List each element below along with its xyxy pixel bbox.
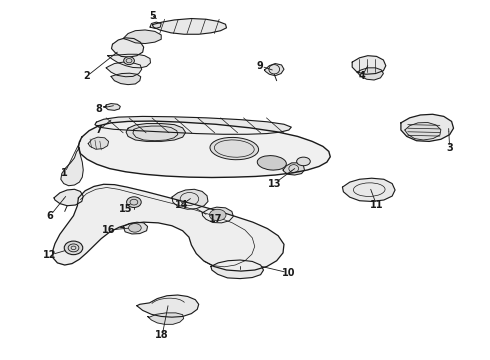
Polygon shape [352, 56, 386, 74]
Polygon shape [152, 18, 226, 34]
Polygon shape [54, 189, 83, 206]
Polygon shape [111, 73, 141, 85]
Polygon shape [265, 64, 284, 76]
Polygon shape [401, 114, 454, 141]
Text: 7: 7 [96, 125, 102, 135]
Text: 9: 9 [256, 61, 263, 71]
Polygon shape [105, 104, 120, 111]
Text: 18: 18 [155, 330, 169, 341]
Text: 13: 13 [268, 179, 281, 189]
Ellipse shape [296, 157, 310, 166]
Text: 12: 12 [43, 250, 57, 260]
Text: 11: 11 [370, 200, 383, 210]
Text: 8: 8 [96, 104, 102, 113]
Polygon shape [61, 148, 83, 186]
Text: 6: 6 [47, 211, 53, 221]
Polygon shape [150, 22, 161, 28]
Text: 16: 16 [102, 225, 115, 235]
Text: 10: 10 [282, 268, 295, 278]
Polygon shape [343, 178, 395, 202]
Text: 2: 2 [83, 71, 90, 81]
Text: 1: 1 [61, 168, 68, 178]
Polygon shape [123, 222, 147, 234]
Ellipse shape [210, 138, 259, 160]
Polygon shape [137, 295, 199, 317]
Ellipse shape [126, 197, 141, 207]
Ellipse shape [64, 241, 83, 255]
Polygon shape [88, 137, 109, 149]
Polygon shape [106, 62, 142, 77]
Polygon shape [357, 68, 383, 80]
Polygon shape [126, 123, 186, 141]
Text: 17: 17 [209, 214, 222, 224]
Ellipse shape [128, 224, 141, 232]
Polygon shape [78, 121, 330, 177]
Polygon shape [405, 122, 441, 140]
Polygon shape [172, 189, 208, 209]
Polygon shape [147, 313, 184, 324]
Ellipse shape [257, 156, 286, 170]
Polygon shape [211, 260, 264, 279]
Text: 14: 14 [175, 200, 189, 210]
Ellipse shape [123, 57, 134, 64]
Polygon shape [95, 116, 291, 134]
Polygon shape [283, 163, 304, 175]
Ellipse shape [209, 209, 226, 221]
Text: 4: 4 [359, 71, 366, 81]
Text: 15: 15 [119, 203, 132, 213]
Text: 3: 3 [446, 143, 453, 153]
Polygon shape [108, 54, 150, 68]
Polygon shape [123, 30, 161, 44]
Polygon shape [202, 207, 233, 223]
Polygon shape [112, 38, 144, 57]
Polygon shape [52, 184, 284, 271]
Text: 5: 5 [149, 11, 156, 21]
